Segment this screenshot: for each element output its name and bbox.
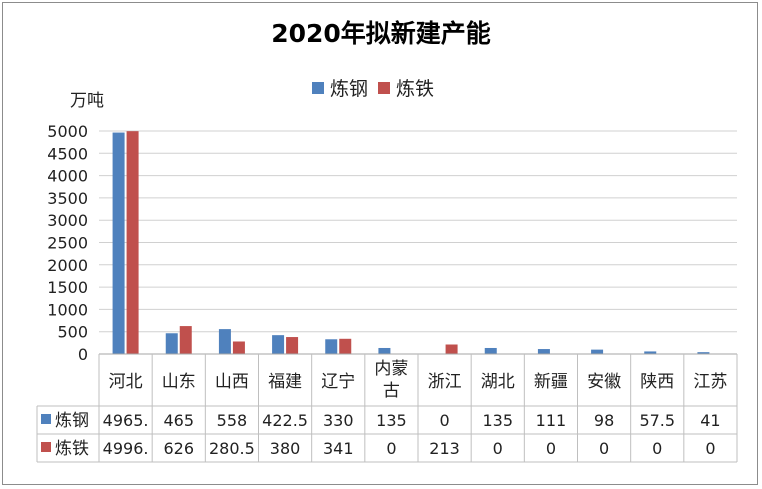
- bar-iron: [339, 338, 352, 354]
- legend-swatch-iron: [378, 81, 391, 94]
- data-label: 57.5: [639, 411, 675, 430]
- data-label: 111: [536, 411, 567, 430]
- data-label: 0: [386, 439, 396, 458]
- table-series-name: 炼铁: [55, 439, 89, 459]
- x-category-label: 辽宁: [321, 372, 355, 392]
- table-series-swatch: [41, 442, 51, 452]
- x-category-label: 安徽: [587, 372, 621, 392]
- data-label: 0: [439, 411, 449, 430]
- x-category-label: 山西: [215, 372, 249, 392]
- legend-item-iron: 炼铁: [378, 74, 434, 101]
- data-label: 41: [700, 411, 720, 430]
- x-category-label: 河北: [109, 372, 143, 392]
- x-category-label: 山东: [162, 372, 196, 392]
- y-tick-label: 0: [78, 345, 88, 364]
- data-label: 0: [546, 439, 556, 458]
- bar-steel: [644, 351, 657, 354]
- data-label: 98: [594, 411, 614, 430]
- data-label: 341: [323, 439, 354, 458]
- x-category-label: 陕西: [640, 372, 674, 392]
- x-category-label: 内蒙: [374, 359, 408, 379]
- y-tick-label: 3000: [47, 211, 88, 230]
- table-series-swatch: [41, 414, 51, 424]
- legend-swatch-steel: [312, 81, 324, 94]
- y-tick-label: 4000: [47, 167, 88, 186]
- x-category-label: 古: [383, 381, 400, 401]
- data-label: 4965.: [103, 411, 149, 430]
- data-label: 558: [217, 411, 248, 430]
- legend-label-steel: 炼钢: [330, 78, 369, 100]
- bar-steel: [165, 333, 178, 354]
- chart-legend: 炼钢 炼铁: [312, 74, 444, 101]
- data-label: 135: [482, 411, 513, 430]
- x-category-label: 福建: [268, 372, 302, 392]
- y-tick-label: 3500: [47, 189, 88, 208]
- y-tick-label: 500: [57, 323, 88, 342]
- bar-steel: [537, 349, 550, 354]
- legend-item-steel: 炼钢: [312, 74, 368, 101]
- x-category-label: 江苏: [693, 372, 727, 392]
- x-category-label: 新疆: [534, 372, 568, 392]
- bar-steel: [378, 347, 391, 354]
- bar-iron: [445, 344, 458, 354]
- bar-iron: [126, 131, 139, 354]
- bar-steel: [697, 352, 710, 354]
- table-series-name: 炼钢: [55, 411, 89, 431]
- chart-title: 2020年拟新建产能: [271, 19, 491, 48]
- data-label: 0: [652, 439, 662, 458]
- data-label: 0: [705, 439, 715, 458]
- y-tick-label: 1000: [47, 300, 88, 319]
- y-tick-label: 2500: [47, 234, 88, 253]
- bar-steel: [272, 335, 285, 354]
- y-tick-label: 2000: [47, 256, 88, 275]
- bar-iron: [179, 326, 192, 354]
- x-category-label: 浙江: [428, 372, 462, 392]
- bar-steel: [218, 329, 231, 354]
- data-label: 0: [493, 439, 503, 458]
- data-label: 213: [429, 439, 460, 458]
- x-category-label: 湖北: [481, 372, 515, 392]
- bar-iron: [286, 337, 299, 354]
- y-tick-label: 1500: [47, 278, 88, 297]
- bar-steel: [484, 347, 497, 354]
- data-label: 465: [163, 411, 194, 430]
- data-label: 380: [270, 439, 301, 458]
- y-tick-label: 5000: [47, 122, 88, 141]
- bar-steel: [112, 132, 125, 354]
- y-tick-label: 4500: [47, 144, 88, 163]
- bar-steel: [325, 339, 338, 354]
- data-label: 4996.: [103, 439, 149, 458]
- data-label: 280.5: [209, 439, 255, 458]
- data-label: 422.5: [262, 411, 308, 430]
- data-label: 0: [599, 439, 609, 458]
- y-axis-unit-label: 万吨: [70, 91, 104, 111]
- data-label: 330: [323, 411, 354, 430]
- data-label: 626: [163, 439, 194, 458]
- data-label: 135: [376, 411, 407, 430]
- bar-steel: [591, 349, 604, 354]
- legend-label-iron: 炼铁: [396, 78, 435, 100]
- bar-iron: [232, 341, 245, 354]
